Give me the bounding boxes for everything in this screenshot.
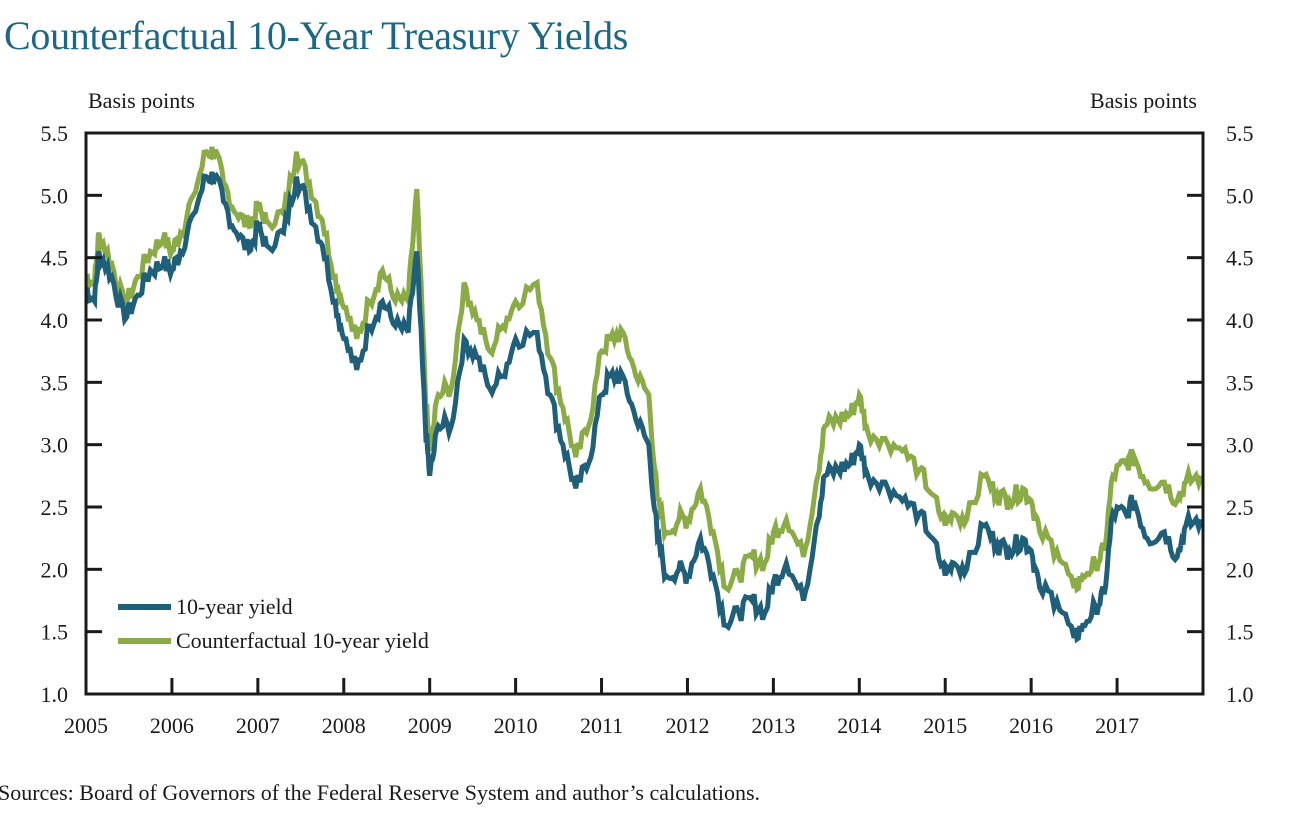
x-tick-label: 2010 (494, 713, 538, 738)
ticks-layer: 1.0 1.0 1.5 1.5 2.0 2.0 2.5 2.5 3.0 3.0 3.5 3.5 4.0 4… (41, 121, 1254, 738)
y-tick-label-left: 2.5 (41, 495, 69, 520)
y-axis-label-right: Basis points (1090, 88, 1197, 113)
y-tick-label-right: 4.5 (1226, 246, 1254, 271)
series-line-counterfactual (84, 146, 1204, 594)
y-tick-label-left: 4.0 (41, 308, 69, 333)
x-tick-label: 2016 (1009, 713, 1053, 738)
x-tick-label: 2007 (236, 713, 280, 738)
y-tick-label-left: 1.0 (41, 682, 69, 707)
chart-title: Counterfactual 10-Year Treasury Yields (4, 13, 629, 58)
legend-label-counterfactual: Counterfactual 10-year yield (176, 628, 429, 653)
y-tick-label-right: 5.0 (1226, 183, 1254, 208)
x-tick-label: 2008 (322, 713, 366, 738)
y-tick-label-left: 1.5 (41, 620, 69, 645)
y-tick-label-right: 2.5 (1226, 495, 1254, 520)
y-tick-label-left: 4.5 (41, 246, 69, 271)
y-tick-label-left: 5.5 (41, 121, 69, 146)
y-tick-label-left: 5.0 (41, 183, 69, 208)
x-tick-label: 2015 (923, 713, 967, 738)
y-tick-label-right: 3.0 (1226, 433, 1254, 458)
x-tick-label: 2012 (665, 713, 709, 738)
x-tick-label: 2014 (837, 713, 881, 738)
legend-label-yield: 10-year yield (176, 594, 293, 619)
x-tick-label: 2006 (150, 713, 194, 738)
source-note: Sources: Board of Governors of the Feder… (0, 780, 761, 805)
series-layer (84, 146, 1204, 644)
plot-frame (84, 131, 1205, 696)
x-tick-label: 2013 (751, 713, 795, 738)
y-tick-label-left: 3.5 (41, 370, 69, 395)
series-line-yield (84, 171, 1204, 644)
y-tick-label-left: 3.0 (41, 433, 69, 458)
y-tick-label-right: 3.5 (1226, 370, 1254, 395)
x-tick-label: 2009 (408, 713, 452, 738)
y-tick-label-right: 4.0 (1226, 308, 1254, 333)
x-tick-label: 2011 (580, 713, 623, 738)
y-tick-label-left: 2.0 (41, 557, 69, 582)
y-tick-label-right: 2.0 (1226, 557, 1254, 582)
y-tick-label-right: 5.5 (1226, 121, 1254, 146)
x-tick-label: 2017 (1095, 713, 1139, 738)
y-tick-label-right: 1.5 (1226, 620, 1254, 645)
y-axis-label-left: Basis points (88, 88, 195, 113)
y-tick-label-right: 1.0 (1226, 682, 1254, 707)
x-tick-label: 2005 (64, 713, 108, 738)
legend: 10-year yield Counterfactual 10-year yie… (118, 594, 429, 653)
